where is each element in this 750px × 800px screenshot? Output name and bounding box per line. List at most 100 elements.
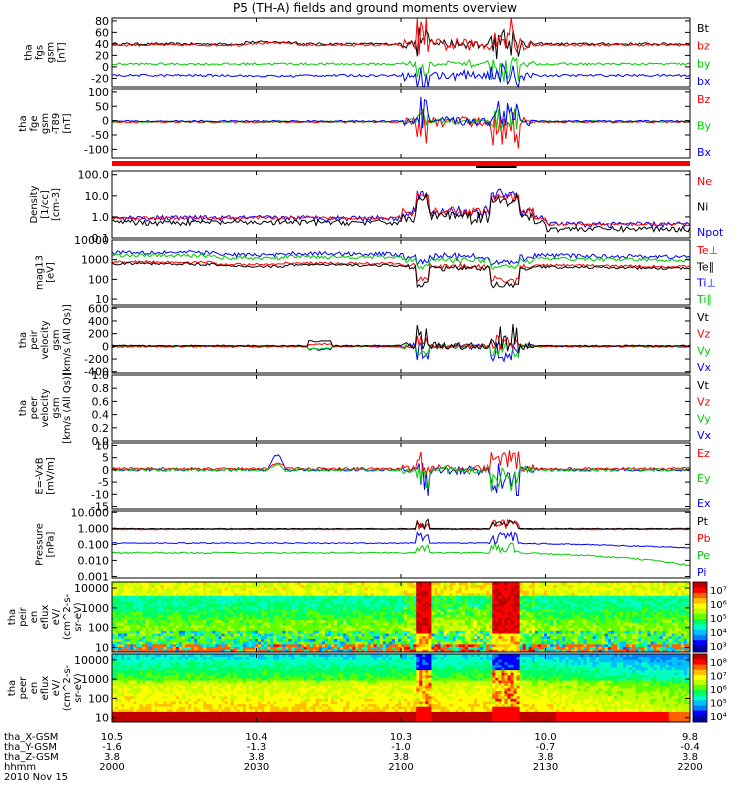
heatmap-cell	[647, 627, 651, 631]
heatmap-cell	[626, 598, 630, 602]
heatmap-cell	[510, 635, 514, 639]
heatmap-cell	[324, 641, 329, 645]
heatmap-cell	[306, 622, 311, 626]
heatmap-cell	[340, 592, 344, 596]
heatmap-cell	[175, 627, 180, 631]
heatmap-cell	[394, 627, 399, 631]
heatmap-cell	[279, 595, 283, 599]
heatmap-cell	[616, 614, 621, 618]
heatmap-cell	[364, 646, 368, 650]
heatmap-cell	[464, 617, 469, 621]
heatmap-cell	[510, 641, 514, 645]
heatmap-cell	[507, 627, 511, 631]
heatmap-cell	[577, 619, 581, 623]
heatmap-cell	[163, 606, 168, 610]
heatmap-cell	[224, 582, 228, 586]
heatmap-cell	[309, 619, 314, 623]
heatmap-cell	[565, 584, 569, 588]
heatmap-cell	[504, 617, 508, 621]
heatmap-cell	[540, 635, 545, 639]
heatmap-cell	[562, 649, 566, 653]
heatmap-cell	[568, 643, 572, 648]
heatmap-cell	[288, 595, 292, 599]
heatmap-cell	[641, 619, 645, 623]
heatmap-cell	[194, 614, 198, 618]
heatmap-cell	[425, 590, 429, 594]
heatmap-cell	[474, 643, 478, 648]
heatmap-cell	[258, 606, 262, 610]
heatmap-cell	[467, 598, 472, 602]
heatmap-cell	[550, 587, 554, 591]
heatmap-cell	[644, 611, 648, 615]
heatmap-cell	[203, 603, 207, 607]
heatmap-cell	[191, 641, 195, 645]
heatmap-cell	[267, 614, 271, 618]
heatmap-cell	[227, 643, 232, 648]
heatmap-cell	[559, 608, 563, 613]
heatmap-cell	[185, 625, 189, 629]
heatmap-cell	[589, 590, 594, 594]
heatmap-cell	[483, 587, 487, 591]
heatmap-cell	[118, 595, 122, 599]
heatmap-cell	[370, 625, 375, 629]
y-tick-label: -15	[91, 501, 109, 514]
heatmap-cell	[589, 595, 594, 599]
heatmap-cell	[455, 587, 460, 591]
heatmap-cell	[118, 582, 122, 586]
heatmap-cell	[227, 595, 232, 599]
heatmap-cell	[477, 587, 481, 591]
heatmap-cell	[145, 584, 149, 588]
heatmap-cell	[422, 582, 426, 586]
heatmap-cell	[401, 587, 405, 591]
heatmap-cell	[458, 633, 463, 637]
heatmap-cell	[203, 600, 207, 604]
heatmap-cell	[404, 592, 408, 596]
heatmap-cell	[443, 627, 448, 631]
heatmap-cell	[443, 603, 448, 607]
heatmap-cell	[303, 646, 308, 650]
heatmap-cell	[300, 608, 305, 613]
heatmap-cell	[124, 625, 128, 629]
heatmap-cell	[382, 587, 387, 591]
heatmap-cell	[327, 584, 332, 588]
heatmap-cell	[133, 638, 137, 642]
heatmap-cell	[504, 592, 508, 596]
heatmap-cell	[574, 606, 578, 610]
heatmap-cell	[388, 592, 393, 596]
heatmap-cell	[379, 606, 384, 610]
heatmap-cell	[376, 603, 381, 607]
heatmap-cell	[413, 608, 417, 613]
heatmap-cell	[419, 590, 423, 594]
heatmap-cell	[172, 627, 177, 631]
heatmap-cell	[306, 584, 311, 588]
heatmap-cell	[428, 614, 432, 618]
heatmap-cell	[528, 595, 533, 599]
heatmap-cell	[285, 595, 289, 599]
heatmap-cell	[519, 627, 524, 631]
heatmap-cell	[443, 630, 448, 634]
heatmap-cell	[358, 582, 362, 586]
heatmap-cell	[428, 617, 432, 621]
y-tick-label: 0	[102, 464, 109, 477]
heatmap-cell	[318, 600, 323, 604]
heatmap-cell	[285, 646, 289, 650]
heatmap-cell	[300, 584, 305, 588]
heatmap-cell	[431, 630, 435, 634]
heatmap-cell	[382, 622, 387, 626]
heatmap-cell	[194, 582, 198, 586]
heatmap-cell	[595, 619, 600, 623]
heatmap-cell	[443, 625, 448, 629]
series-line-Ey	[111, 463, 691, 492]
heatmap-cell	[358, 646, 362, 650]
heatmap-cell	[449, 590, 454, 594]
heatmap-cell	[556, 649, 560, 653]
heatmap-cell	[397, 608, 402, 613]
heatmap-cell	[647, 646, 651, 650]
heatmap-cell	[169, 598, 174, 602]
heatmap-cell	[467, 630, 472, 634]
heatmap-cell	[321, 622, 326, 626]
heatmap-cell	[464, 600, 469, 604]
heatmap-cell	[467, 584, 472, 588]
heatmap-cell	[507, 595, 511, 599]
heatmap-cell	[519, 587, 524, 591]
